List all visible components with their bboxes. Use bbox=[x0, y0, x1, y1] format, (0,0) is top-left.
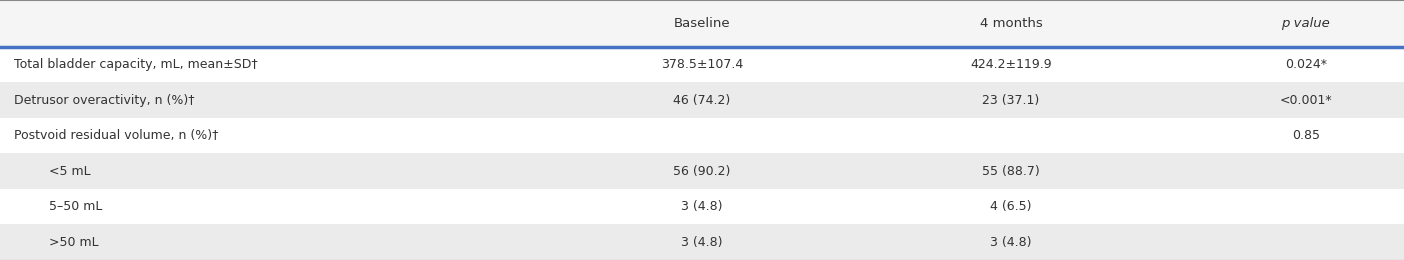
Text: <0.001*: <0.001* bbox=[1279, 94, 1332, 107]
Text: Detrusor overactivity, n (%)†: Detrusor overactivity, n (%)† bbox=[14, 94, 195, 107]
Text: <5 mL: <5 mL bbox=[49, 165, 91, 178]
Text: 23 (37.1): 23 (37.1) bbox=[983, 94, 1039, 107]
Text: 424.2±119.9: 424.2±119.9 bbox=[970, 58, 1052, 71]
Bar bbox=[0, 82, 1404, 118]
Text: >50 mL: >50 mL bbox=[49, 236, 98, 249]
Bar bbox=[0, 224, 1404, 260]
Text: Postvoid residual volume, n (%)†: Postvoid residual volume, n (%)† bbox=[14, 129, 219, 142]
Text: p value: p value bbox=[1282, 17, 1330, 30]
Bar bbox=[0, 153, 1404, 189]
Text: Baseline: Baseline bbox=[674, 17, 730, 30]
Text: Total bladder capacity, mL, mean±SD†: Total bladder capacity, mL, mean±SD† bbox=[14, 58, 258, 71]
Bar bbox=[0, 189, 1404, 224]
Bar bbox=[0, 0, 1404, 47]
Text: 4 months: 4 months bbox=[980, 17, 1042, 30]
Text: 0.024*: 0.024* bbox=[1285, 58, 1327, 71]
Text: 3 (4.8): 3 (4.8) bbox=[681, 200, 723, 213]
Text: 378.5±107.4: 378.5±107.4 bbox=[661, 58, 743, 71]
Text: 3 (4.8): 3 (4.8) bbox=[990, 236, 1032, 249]
Text: 46 (74.2): 46 (74.2) bbox=[674, 94, 730, 107]
Text: 0.85: 0.85 bbox=[1292, 129, 1320, 142]
Text: 55 (88.7): 55 (88.7) bbox=[981, 165, 1040, 178]
Text: 3 (4.8): 3 (4.8) bbox=[681, 236, 723, 249]
Bar bbox=[0, 118, 1404, 153]
Text: 5–50 mL: 5–50 mL bbox=[49, 200, 102, 213]
Text: 56 (90.2): 56 (90.2) bbox=[674, 165, 730, 178]
Bar bbox=[0, 47, 1404, 82]
Text: 4 (6.5): 4 (6.5) bbox=[990, 200, 1032, 213]
